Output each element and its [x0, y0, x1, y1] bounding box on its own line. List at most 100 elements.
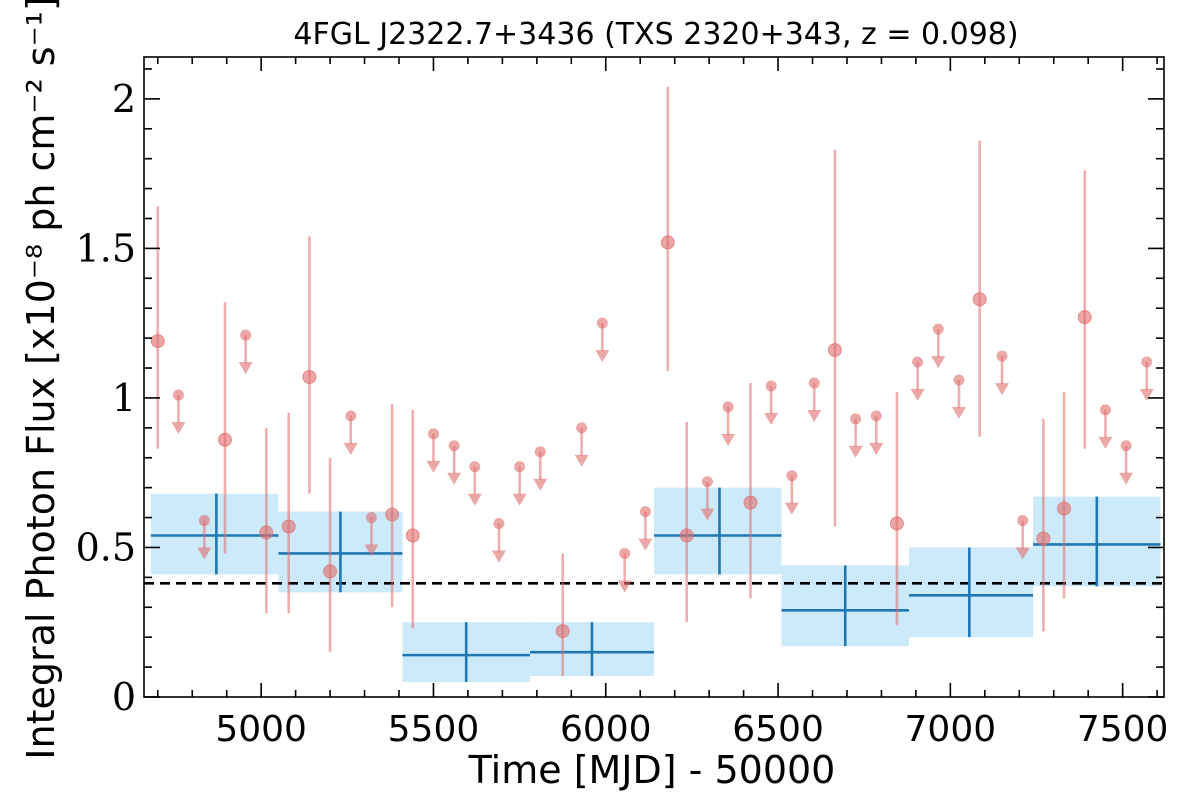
upper-limit-point	[953, 374, 965, 386]
detection-point	[555, 624, 570, 639]
bin-marker-group	[150, 487, 1161, 683]
x-tick-label: 7500	[1077, 709, 1169, 750]
tick-group: 5000 5500 6000 6500 7000 7500 0 0.5 1 1.5 2	[76, 57, 1169, 750]
upper-limit-arrow	[595, 350, 610, 363]
upper-limit-arrow	[491, 550, 506, 563]
upper-limit-arrow	[807, 409, 822, 422]
upper-limit-point	[850, 413, 862, 425]
upper-limit-point	[996, 350, 1008, 362]
upper-limit-arrow	[931, 356, 946, 369]
detection-point	[259, 525, 274, 540]
upper-limit-point	[786, 470, 798, 482]
detection-point	[660, 235, 675, 250]
upper-limit-arrow	[721, 433, 736, 446]
upper-limit-arrow	[171, 421, 186, 434]
upper-limit-arrow	[1119, 472, 1134, 485]
upper-limit-arrow	[869, 442, 884, 455]
upper-limit-arrow	[533, 478, 548, 491]
y-axis-label: Integral Photon Flux [x10⁻⁸ ph cm⁻² s⁻¹]	[19, 0, 63, 760]
chart-title: 4FGL J2322.7+3436 (TXS 2320+343, z = 0.0…	[293, 17, 1018, 52]
upper-limit-point	[469, 461, 481, 473]
detection-point	[679, 528, 694, 543]
detection-point	[302, 370, 317, 384]
detection-point	[281, 519, 296, 534]
detection-point	[217, 432, 232, 447]
upper-limit-point	[345, 410, 357, 422]
upper-limit-arrow	[951, 406, 966, 419]
upper-limit-point	[1141, 356, 1153, 368]
upper-limit-arrow	[447, 472, 462, 485]
upper-limit-arrow	[574, 454, 589, 467]
upper-limit-point	[639, 506, 651, 518]
upper-limit-arrow	[512, 493, 527, 506]
y-tick-label: 0.5	[76, 525, 136, 569]
upper-limit-arrow	[638, 538, 653, 551]
upper-limit-point	[912, 356, 924, 368]
detection-point	[827, 343, 842, 358]
upper-limit-arrow	[197, 547, 212, 560]
upper-limit-point	[870, 410, 882, 422]
upper-limit-arrow	[1098, 436, 1113, 449]
upper-limit-arrow	[1139, 389, 1154, 402]
bin-band	[909, 547, 1034, 638]
x-tick-label: 5500	[388, 709, 480, 750]
upper-limit-arrow	[784, 502, 799, 515]
y-tick-label: 0	[112, 675, 136, 719]
upper-limit-point	[427, 428, 439, 440]
bin-band-group	[150, 487, 1161, 683]
upper-limit-point	[808, 377, 820, 389]
plot-frame	[143, 56, 1165, 698]
upper-limit-point	[576, 422, 588, 434]
upper-limit-arrow	[364, 544, 379, 557]
upper-limit-arrow	[617, 580, 632, 593]
detection-point	[972, 292, 987, 307]
upper-limit-arrow	[910, 389, 925, 402]
x-tick-label: 7000	[905, 709, 997, 750]
upper-limit-arrow	[343, 442, 358, 455]
detection-point	[889, 516, 904, 531]
upper-limit-point	[493, 518, 505, 530]
upper-limit-arrow	[700, 508, 715, 521]
detection-point	[323, 564, 338, 579]
x-tick-label: 5000	[215, 709, 307, 750]
upper-limit-point	[1120, 440, 1132, 452]
upper-limit-point	[240, 329, 252, 341]
upper-limit-arrow	[1015, 547, 1030, 560]
upper-limit-point	[198, 515, 210, 527]
upper-limit-point	[365, 512, 377, 524]
upper-limit-arrow	[848, 445, 863, 458]
upper-limit-point	[1017, 515, 1029, 527]
detection-point	[1077, 310, 1092, 325]
upper-limit-point	[596, 317, 608, 329]
detection-point	[385, 507, 400, 522]
upper-limit-point	[448, 440, 460, 452]
x-axis-label: Time [MJD] - 50000	[468, 748, 836, 792]
upper-limit-arrow	[467, 493, 482, 506]
bin-band	[150, 493, 279, 575]
detection-point	[743, 495, 758, 510]
point-group	[150, 86, 1154, 677]
upper-limit-point	[765, 380, 777, 392]
detection-point	[1036, 531, 1051, 546]
upper-limit-point	[722, 401, 734, 413]
y-tick-label: 2	[112, 77, 136, 121]
y-tick-label: 1.5	[76, 226, 136, 270]
upper-limit-arrow	[995, 383, 1010, 396]
upper-limit-arrow	[238, 362, 253, 375]
x-tick-label: 6500	[732, 709, 824, 750]
upper-limit-arrow	[426, 460, 441, 473]
detection-point	[405, 528, 420, 543]
upper-limit-point	[932, 323, 944, 335]
upper-limit-point	[172, 389, 184, 401]
upper-limit-arrow	[764, 412, 779, 425]
upper-limit-point	[701, 476, 713, 488]
upper-limit-point	[619, 547, 631, 559]
y-tick-label: 1	[112, 376, 136, 420]
upper-limit-point	[1099, 404, 1111, 416]
bin-band	[654, 487, 782, 575]
detection-point	[150, 334, 165, 349]
detection-point	[1057, 501, 1072, 516]
upper-limit-point	[514, 461, 526, 473]
upper-limit-point	[534, 446, 546, 458]
